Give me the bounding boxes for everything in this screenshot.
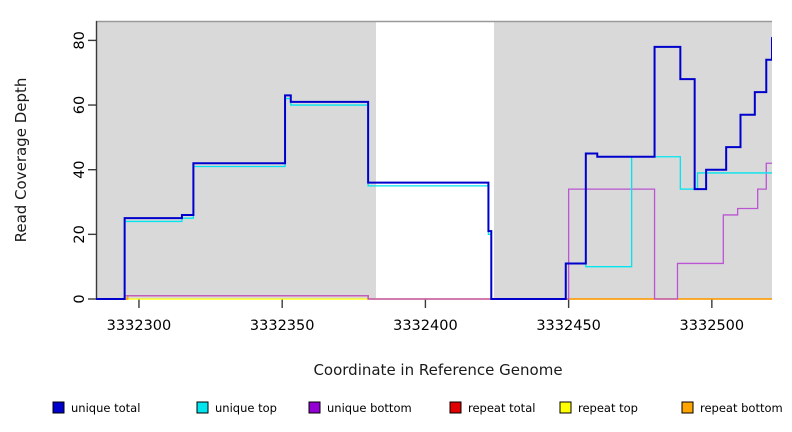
- legend-label: repeat total: [468, 401, 535, 415]
- legend-swatch: [196, 401, 209, 414]
- legend-swatch: [449, 401, 462, 414]
- x-tick-group: 3332300 3332350 3332400 3332450 3332500: [107, 299, 744, 334]
- y-tick-label: 20: [72, 225, 88, 243]
- legend-swatch: [681, 401, 694, 414]
- y-tick-label: 0: [72, 294, 88, 303]
- y-tick-label: 60: [72, 96, 88, 114]
- plot-background-group: [96, 20, 772, 299]
- coverage-gap-region: [376, 21, 494, 299]
- legend-item-repeat-bottom[interactable]: repeat bottom: [681, 401, 783, 415]
- legend-item-unique-total[interactable]: unique total: [52, 401, 140, 415]
- y-tick-label: 80: [72, 31, 88, 49]
- x-tick-label: 3332350: [250, 318, 315, 334]
- legend-item-repeat-total[interactable]: repeat total: [449, 401, 535, 415]
- series-group: [96, 37, 772, 300]
- legend-item-unique-bottom[interactable]: unique bottom: [308, 401, 412, 415]
- series-line-unique-bottom: [96, 162, 772, 300]
- legend-label: unique bottom: [327, 401, 412, 415]
- legend-label: unique total: [71, 401, 140, 415]
- y-axis: 0 20 40 60 80 Read Coverage Depth: [12, 21, 98, 304]
- legend-label: unique top: [215, 401, 277, 415]
- x-axis-title: Coordinate in Reference Genome: [313, 361, 562, 379]
- y-axis-title: Read Coverage Depth: [12, 78, 30, 243]
- legend-label: repeat top: [578, 401, 638, 415]
- x-axis: 3332300 3332350 3332400 3332450 3332500 Coor…: [107, 299, 744, 379]
- legend-swatch: [308, 401, 321, 414]
- x-tick-label: 3332500: [680, 318, 745, 334]
- chart-legend: unique total unique top unique bottom repea…: [52, 401, 783, 415]
- legend-label: repeat bottom: [700, 401, 783, 415]
- y-tick-group: 0 20 40 60 80: [72, 31, 96, 304]
- x-tick-label: 3332450: [536, 318, 601, 334]
- legend-item-unique-top[interactable]: unique top: [196, 401, 277, 415]
- legend-swatch: [559, 401, 572, 414]
- x-tick-label: 3332300: [107, 318, 172, 334]
- x-tick-label: 3332400: [393, 318, 458, 334]
- series-line-unique-total: [96, 37, 772, 300]
- legend-swatch: [52, 401, 65, 414]
- legend-item-repeat-top[interactable]: repeat top: [559, 401, 638, 415]
- y-tick-label: 40: [72, 160, 88, 178]
